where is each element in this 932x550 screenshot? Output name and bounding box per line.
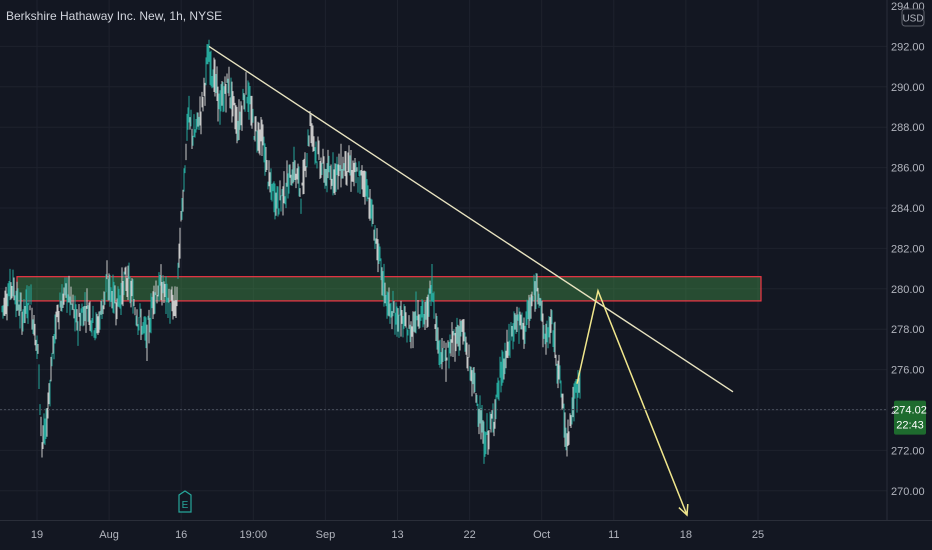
currency-label: USD — [902, 14, 923, 25]
y-tick-label: 292.00 — [891, 41, 925, 53]
y-tick-label: 278.00 — [891, 324, 925, 336]
projection-path[interactable] — [576, 288, 688, 516]
y-tick-label: 286.00 — [891, 163, 925, 175]
y-tick-label: 276.00 — [891, 365, 925, 377]
y-tick-label: 270.00 — [891, 486, 925, 498]
x-tick-label: 16 — [175, 529, 187, 541]
x-tick-label: 19:00 — [240, 529, 268, 541]
earnings-marker-label: E — [182, 500, 189, 511]
y-tick-label: 290.00 — [891, 82, 925, 94]
x-tick-label: 11 — [608, 529, 619, 541]
grid-layer — [0, 0, 887, 520]
earnings-marker-icon[interactable]: E — [178, 490, 192, 513]
projection-arrowhead — [678, 504, 689, 517]
y-tick-label: 280.00 — [891, 284, 925, 296]
y-tick-label: 288.00 — [891, 122, 925, 134]
y-tick-label: 284.00 — [891, 203, 925, 215]
x-tick-label: Oct — [533, 529, 550, 541]
last-price-label — [894, 400, 926, 435]
countdown-timer: 22:43 — [896, 420, 924, 432]
currency-button[interactable]: USD — [901, 8, 925, 27]
chart-title: Berkshire Hathaway Inc. New, 1h, NYSE — [6, 9, 222, 23]
last-price-layer: 274.02 22:43 — [0, 400, 927, 435]
x-tick-label: 13 — [391, 529, 403, 541]
last-price-value: 274.02 — [893, 405, 927, 417]
x-tick-label: 18 — [680, 529, 692, 541]
y-tick-label: 282.00 — [891, 243, 925, 255]
y-tick-label: 272.00 — [891, 445, 925, 457]
x-tick-label: Aug — [99, 529, 119, 541]
annotation-layer — [208, 45, 734, 517]
x-tick-label: Sep — [316, 529, 336, 541]
x-tick-label: 19 — [31, 529, 43, 541]
x-tick-label: 25 — [752, 529, 764, 541]
candle-layer — [1, 39, 581, 464]
trendline[interactable] — [208, 45, 734, 393]
x-tick-label: 22 — [463, 529, 475, 541]
